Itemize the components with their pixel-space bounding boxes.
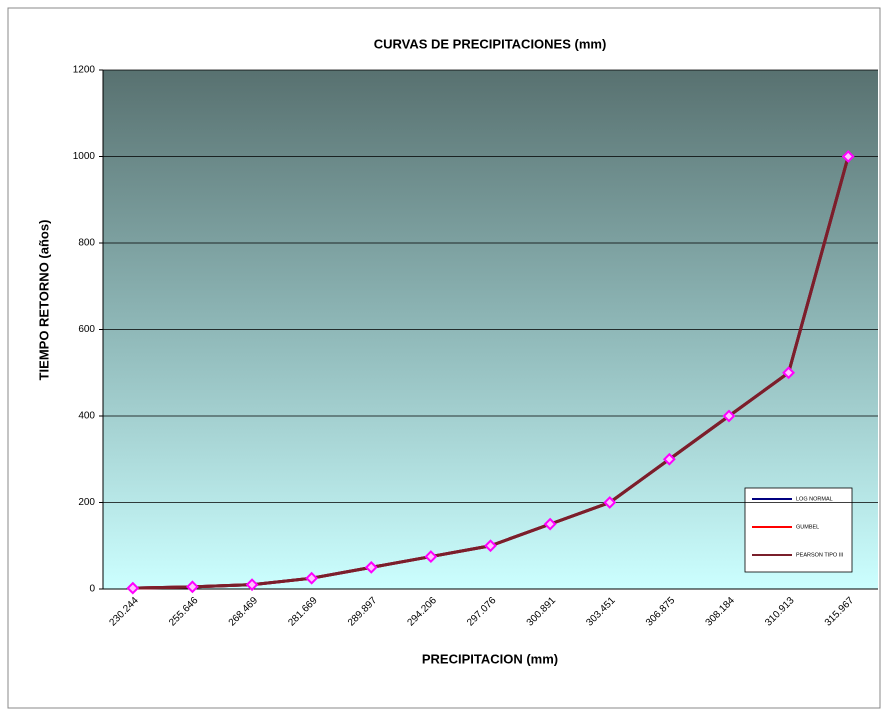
y-axis-label: TIEMPO RETORNO (años) [36, 220, 51, 381]
y-tick-label: 800 [78, 238, 95, 249]
point-marker [364, 560, 378, 574]
point-marker [722, 409, 736, 423]
y-tick-label: 600 [78, 324, 95, 335]
point-marker [603, 496, 617, 509]
y-tick-label: 400 [78, 411, 95, 422]
legend-label: LOG NORMAL [796, 496, 833, 502]
point-marker [305, 571, 319, 585]
y-tick-label: 200 [78, 497, 95, 508]
point-marker [186, 580, 199, 594]
chart-title: CURVAS DE PRECIPITACIONES (mm) [374, 36, 607, 51]
point-marker [782, 366, 795, 380]
y-tick-label: 1200 [73, 65, 96, 76]
x-axis-label: PRECIPITACION (mm) [422, 651, 558, 666]
legend-label: GUMBEL [796, 524, 819, 530]
point-marker [424, 550, 438, 563]
point-marker [484, 539, 497, 553]
point-marker [841, 150, 855, 163]
legend-label: PEARSON TIPO III [796, 552, 844, 558]
point-marker [543, 517, 557, 531]
legend [744, 487, 853, 573]
point-marker [662, 452, 676, 466]
y-tick-label: 0 [89, 584, 95, 595]
point-marker [245, 578, 259, 592]
point-marker [126, 581, 140, 595]
y-tick-label: 1000 [73, 151, 96, 162]
